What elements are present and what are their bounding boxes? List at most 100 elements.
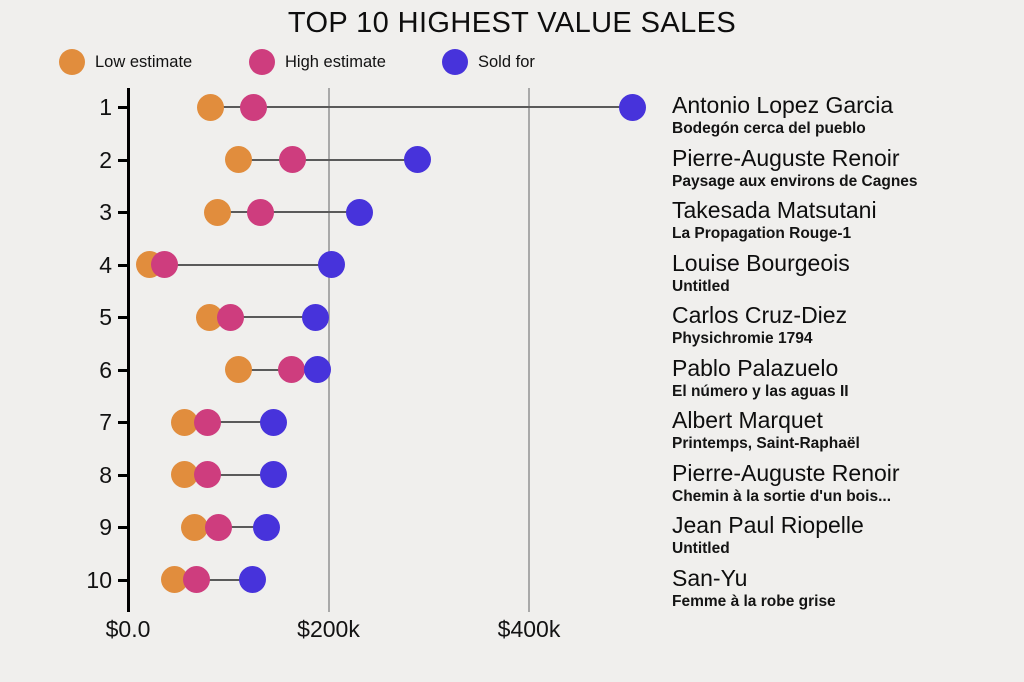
artist-name: Louise Bourgeois — [672, 249, 850, 276]
gridline-$200k — [327, 88, 330, 612]
low-estimate-dot — [224, 356, 252, 383]
legend-item-low: Low estimate — [59, 48, 192, 76]
y-axis-tick — [118, 106, 128, 109]
sold-for-dot — [259, 461, 287, 488]
rank-label: 1 — [99, 94, 112, 120]
rank-label: 3 — [99, 199, 112, 225]
gridline-$400k — [528, 88, 530, 612]
rank-label: 8 — [99, 461, 112, 488]
sold-for-dot — [346, 198, 374, 226]
artwork-title: Physichromie 1794 — [672, 330, 813, 347]
legend-item-high: High estimate — [249, 48, 386, 76]
x-tick-label: $400k — [497, 616, 561, 642]
range-line — [210, 106, 633, 108]
artist-name: Albert Marquet — [672, 407, 823, 433]
artwork-label: Carlos Cruz-Diez Physichromie 1794 — [672, 302, 847, 349]
chart-title: TOP 10 HIGHEST VALUE SALES — [287, 7, 737, 39]
low-estimate-dot — [224, 146, 252, 173]
high-estimate-dot — [182, 566, 210, 593]
high-estimate-dot — [150, 251, 178, 278]
y-axis-tick — [118, 526, 128, 529]
sold-for-dot — [318, 251, 345, 278]
rank-label: 4 — [99, 251, 112, 278]
range-line — [217, 211, 360, 213]
artwork-label: Pierre-Auguste Renoir Paysage aux environ… — [672, 145, 918, 192]
artwork-title: Bodegón cerca del pueblo — [672, 120, 866, 137]
artwork-label: Pierre-Auguste Renoir Chemin à la sortie … — [672, 460, 900, 507]
rank-label: 6 — [99, 356, 112, 383]
artist-name: Pierre-Auguste Renoir — [672, 144, 900, 171]
sold-for-dot — [618, 93, 646, 121]
high-estimate-dot — [193, 461, 221, 488]
high-estimate-dot — [278, 146, 306, 173]
low-estimate-dot — [203, 198, 231, 226]
y-axis-tick — [118, 158, 128, 162]
y-axis-tick — [118, 421, 128, 424]
artist-name: Takesada Matsutani — [672, 197, 877, 223]
sold-for-dot — [252, 513, 280, 541]
artist-name: Carlos Cruz-Diez — [672, 302, 848, 328]
legend-dot-sold-icon — [442, 49, 468, 75]
low-estimate-dot — [170, 461, 198, 488]
artwork-title: El número y las aguas II — [672, 382, 849, 400]
rank-label: 7 — [99, 409, 112, 435]
low-estimate-dot — [196, 93, 224, 121]
x-tick-label: $200k — [297, 616, 360, 642]
artwork-title: Printemps, Saint-Raphaël — [672, 435, 860, 452]
range-line — [149, 263, 332, 266]
y-axis-tick — [118, 473, 128, 477]
range-line — [238, 158, 418, 161]
high-estimate-dot — [239, 93, 267, 121]
rank-label: 10 — [86, 566, 112, 593]
artwork-label: Takesada Matsutani La Propagation Rouge-1 — [672, 197, 877, 244]
range-line — [174, 578, 253, 581]
x-tick-label: $0.0 — [105, 616, 151, 642]
y-axis-tick — [118, 263, 128, 267]
artwork-label: Albert Marquet Printemps, Saint-Raphaël — [672, 407, 860, 454]
low-estimate-dot — [170, 408, 198, 436]
artwork-title: Femme à la robe grise — [672, 592, 836, 610]
rank-label: 5 — [99, 304, 112, 330]
artwork-title: Chemin à la sortie d'un bois... — [672, 487, 891, 505]
range-line — [209, 316, 316, 318]
artist-name: San-Yu — [672, 564, 748, 591]
range-line — [184, 473, 274, 476]
high-estimate-dot — [216, 303, 244, 331]
artist-name: Antonio Lopez Garcia — [672, 92, 894, 118]
sold-for-dot — [259, 408, 287, 436]
artist-name: Pierre-Auguste Renoir — [672, 459, 900, 486]
artwork-label: Louise Bourgeois Untitled — [672, 250, 850, 297]
legend-item-sold: Sold for — [442, 48, 535, 76]
artist-name: Jean Paul Riopelle — [672, 512, 864, 538]
high-estimate-dot — [193, 408, 221, 436]
rank-label: 2 — [99, 146, 112, 173]
y-axis-tick — [118, 578, 128, 582]
high-estimate-dot — [277, 356, 305, 383]
artwork-title: La Propagation Rouge-1 — [672, 225, 852, 242]
range-line — [238, 368, 318, 371]
rank-label: 9 — [99, 514, 112, 540]
sold-for-dot — [404, 146, 432, 173]
legend-label-low: Low estimate — [95, 52, 193, 71]
y-axis-tick — [118, 211, 128, 214]
high-estimate-dot — [246, 198, 274, 226]
legend-dot-high-icon — [249, 49, 275, 75]
y-axis-spine — [127, 88, 130, 612]
artwork-title: Untitled — [672, 277, 730, 295]
artwork-title: Paysage aux environs de Cagnes — [672, 172, 918, 190]
artwork-label: Pablo Palazuelo El número y las aguas II — [672, 355, 849, 402]
artwork-label: San-Yu Femme à la robe grise — [672, 565, 836, 612]
y-axis-tick — [118, 316, 128, 319]
legend-label-high: High estimate — [285, 52, 386, 71]
sold-for-dot — [238, 566, 266, 593]
artwork-title: Untitled — [672, 540, 730, 557]
sold-for-dot — [303, 356, 331, 383]
y-axis-tick — [118, 368, 128, 372]
legend-dot-low-icon — [59, 49, 85, 75]
low-estimate-dot — [180, 513, 208, 541]
legend-label-sold: Sold for — [478, 52, 535, 71]
range-line — [184, 421, 274, 423]
sold-for-dot — [301, 303, 329, 331]
artwork-label: Jean Paul Riopelle Untitled — [672, 512, 864, 559]
